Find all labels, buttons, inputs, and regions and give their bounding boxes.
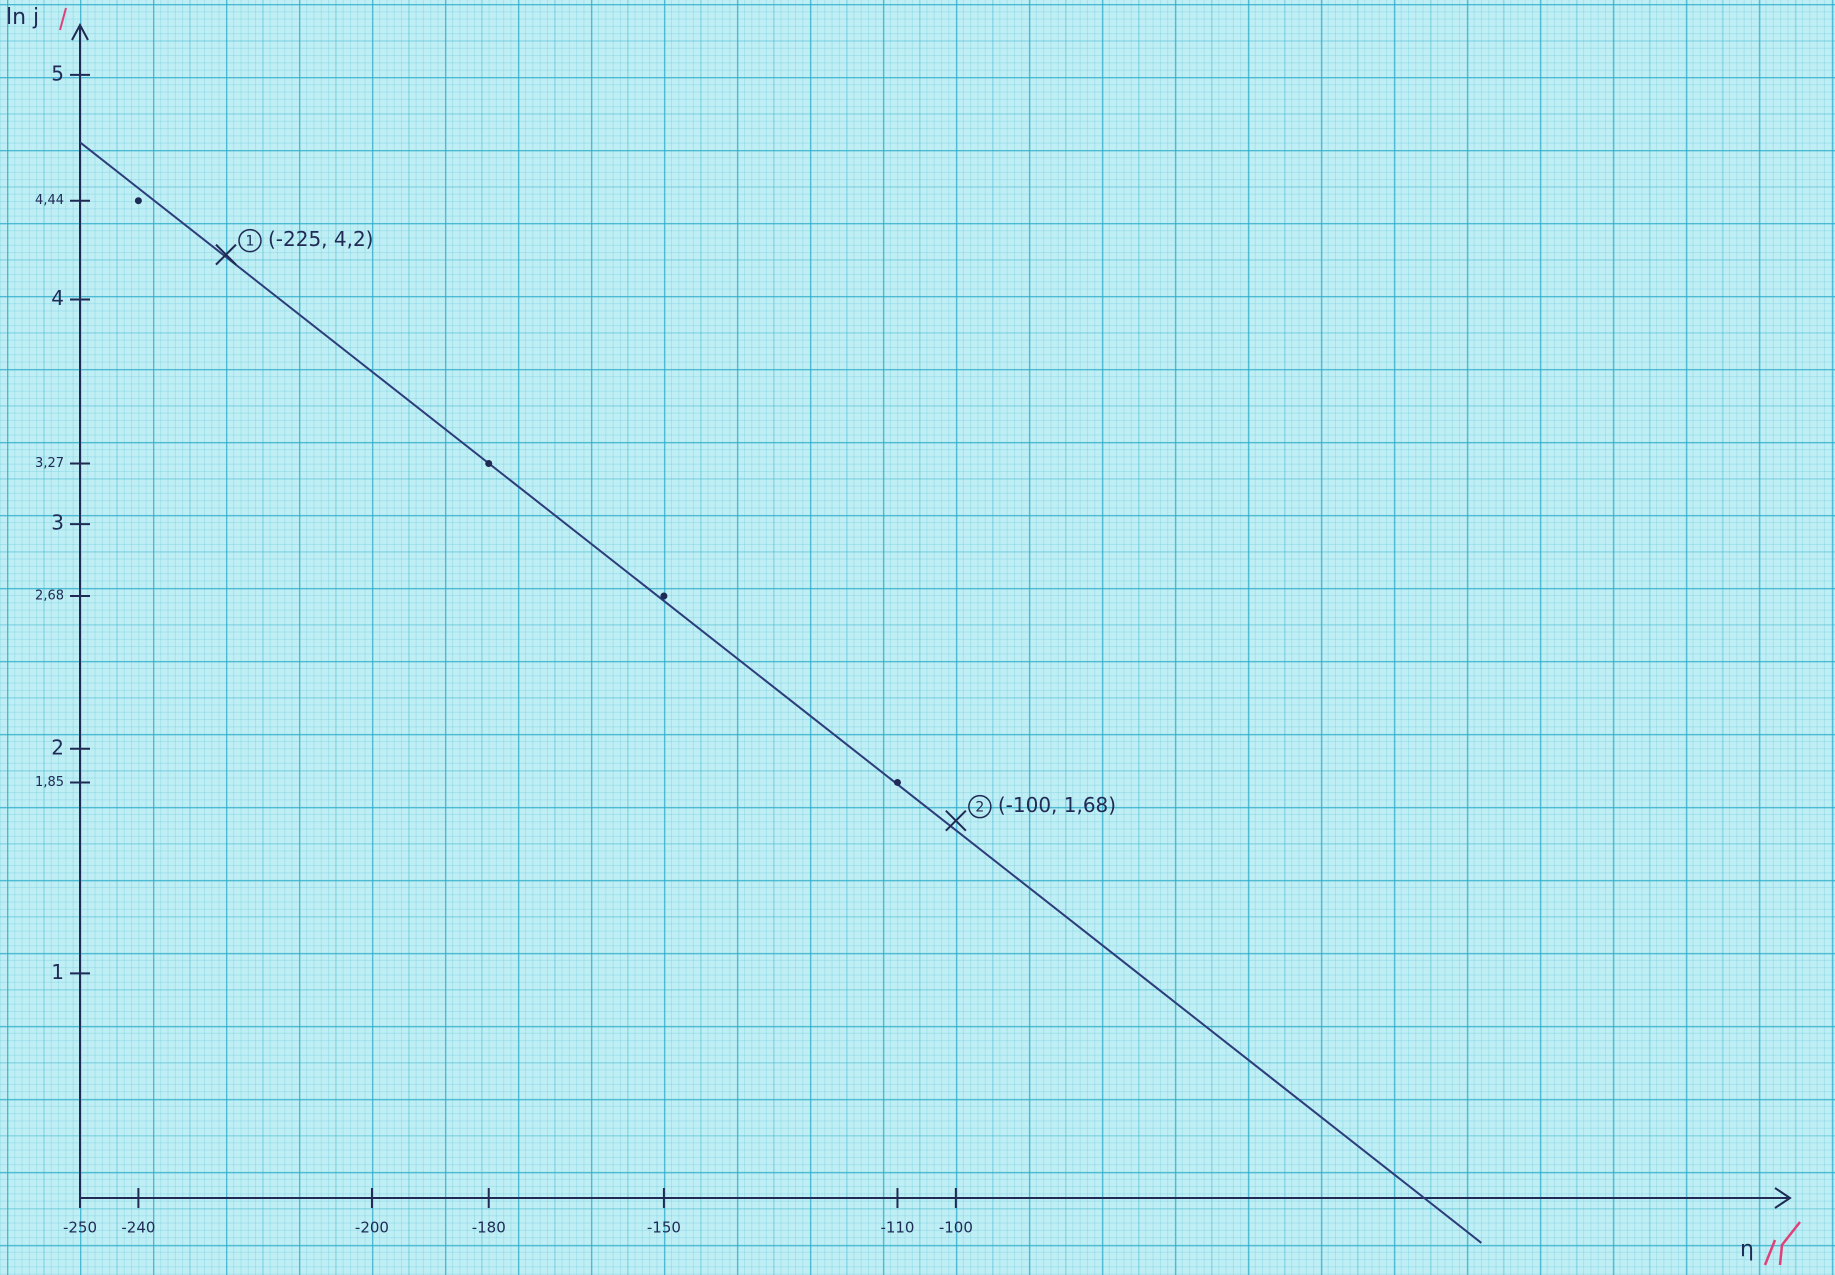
x-tick-label: -180 xyxy=(472,1219,506,1237)
data-point xyxy=(894,779,901,786)
x-tick-label: -100 xyxy=(939,1219,973,1237)
x-tick-label: -110 xyxy=(880,1219,914,1237)
y-tick-label: 2,68 xyxy=(35,589,64,604)
chart: ln j η 1 1,85 2 2,68 3 3,27 4 4,44 5 -250 -240 -200… xyxy=(0,0,1835,1275)
y-tick-label: 4,44 xyxy=(35,193,64,208)
data-point xyxy=(135,197,142,204)
annotation-cross xyxy=(216,245,236,265)
annotation-marker: 2 xyxy=(975,800,984,816)
unit-slash xyxy=(60,8,66,30)
y-tick-label: 3 xyxy=(51,511,64,535)
annotation-marker: 1 xyxy=(246,234,255,250)
data-point xyxy=(660,593,667,600)
annotation-cross xyxy=(946,811,966,831)
x-tick-label: -200 xyxy=(355,1219,389,1237)
y-axis-label: ln j xyxy=(6,5,39,30)
y-tick-label: 1 xyxy=(51,960,64,984)
y-tick-label: 1,85 xyxy=(35,775,64,790)
x-tick-label: -150 xyxy=(647,1219,681,1237)
annotation-label: (-100, 1,68) xyxy=(998,793,1116,817)
x-tick-label: -240 xyxy=(121,1219,155,1237)
x-tick-label: -250 xyxy=(63,1219,97,1237)
y-tick-label: 5 xyxy=(51,61,64,85)
y-tick-label: 3,27 xyxy=(35,456,64,471)
fit-line xyxy=(80,142,1481,1243)
page: ln j η 1 1,85 2 2,68 3 3,27 4 4,44 5 -250 -240 -200… xyxy=(0,0,1835,1275)
data-point xyxy=(485,460,492,467)
x-axis-label: η xyxy=(1740,1237,1754,1262)
unit-mark xyxy=(1765,1222,1800,1265)
annotation-label: (-225, 4,2) xyxy=(268,227,374,251)
y-tick-label: 2 xyxy=(51,735,64,759)
y-tick-label: 4 xyxy=(51,286,64,310)
